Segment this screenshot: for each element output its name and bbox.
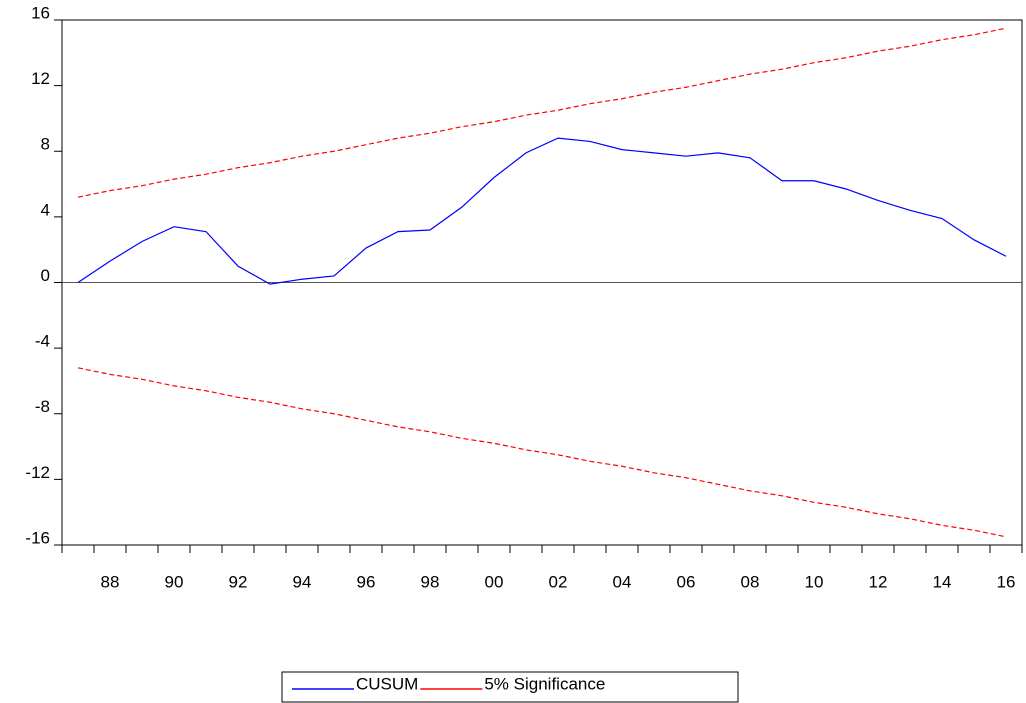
x-tick-label: 12 [869,572,888,591]
x-tick-label: 14 [933,572,952,591]
y-tick-label: -12 [25,463,50,482]
series-line [77,367,1007,538]
y-tick-label: 8 [41,135,50,154]
y-tick-label: 12 [31,69,50,88]
legend-box [281,671,739,703]
x-tick-label: 88 [101,572,120,591]
x-tick-label: 16 [997,572,1016,591]
x-tick-label: 06 [677,572,696,591]
legend-label: 5% Significance [484,674,605,693]
y-tick-label: 16 [31,3,50,22]
x-tick-label: 96 [357,572,376,591]
legend-label: CUSUM [356,674,418,693]
y-tick-label: -4 [35,332,50,351]
x-tick-label: 04 [613,572,632,591]
series-line [77,27,1007,198]
x-tick-label: 00 [485,572,504,591]
x-tick-label: 92 [229,572,248,591]
x-tick-label: 90 [165,572,184,591]
x-tick-label: 08 [741,572,760,591]
y-tick-label: -8 [35,397,50,416]
y-tick-label: 4 [41,200,50,219]
x-tick-label: 94 [293,572,312,591]
series-line [77,137,1007,285]
y-tick-label: 0 [41,266,50,285]
y-tick-label: -16 [25,528,50,547]
x-tick-label: 98 [421,572,440,591]
x-tick-label: 02 [549,572,568,591]
x-tick-label: 10 [805,572,824,591]
